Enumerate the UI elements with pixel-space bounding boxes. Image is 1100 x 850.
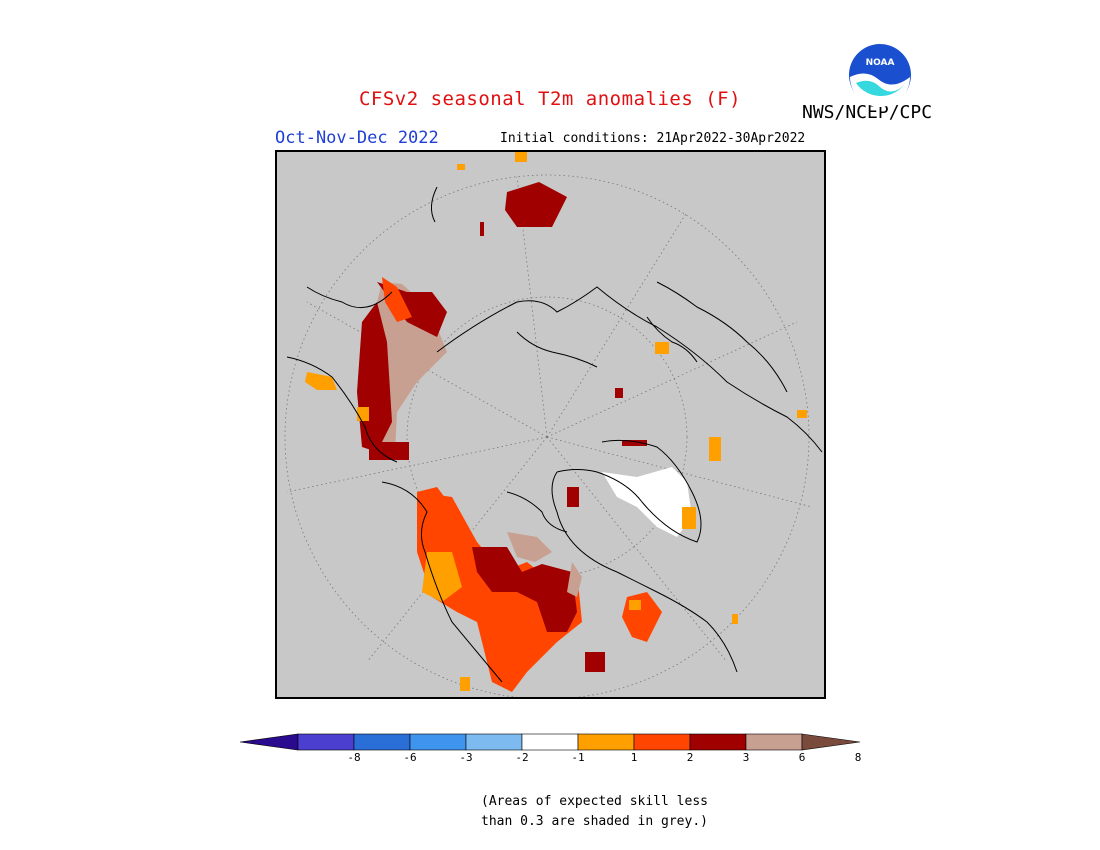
skill-note: (Areas of expected skill less than 0.3 a… [481,792,708,832]
colorbar-segment [633,733,691,751]
colorbar-tick-label: 6 [798,751,806,764]
coastlines [286,186,823,683]
season-label: Oct-Nov-Dec 2022 [275,128,439,148]
colorbar-tick-label: 1 [630,751,638,764]
colorbar [239,733,862,755]
skill-note-line1: (Areas of expected skill less [481,794,708,809]
anomaly-regions [305,152,807,692]
latitude-circle [406,296,688,578]
agency-label: NWS/NCEP/CPC [802,102,933,123]
colorbar-segment [297,733,355,751]
initial-conditions-label: Initial conditions: 21Apr2022-30Apr2022 [500,131,806,146]
colorbar-tick-label: 8 [854,751,862,764]
colorbar-tick-label: -3 [459,751,473,764]
colorbar-segment [353,733,411,751]
colorbar-tick-label: -1 [571,751,585,764]
noaa-logo-icon: NOAA [848,43,912,107]
colorbar-tick-label: 3 [742,751,750,764]
colorbar-low-arrow [239,733,299,751]
colorbar-segment [745,733,803,751]
title-text: CFSv2 seasonal T2m anomalies (F) [358,88,742,110]
chart-title: CFSv2 seasonal T2m anomalies (F) [0,88,1100,110]
colorbar-tick-label: 2 [686,751,694,764]
colorbar-segment [465,733,523,751]
colorbar-segment [521,733,579,751]
colorbar-tick-label: -8 [347,751,361,764]
skill-note-line2: than 0.3 are shaded in grey.) [481,814,708,829]
colorbar-segment [409,733,467,751]
colorbar-high-arrow [801,733,861,751]
colorbar-segment [577,733,635,751]
colorbar-segment [689,733,747,751]
colorbar-tick-label: -6 [403,751,417,764]
colorbar-tick-label: -2 [515,751,529,764]
logo-text: NOAA [866,58,895,68]
polar-map [275,150,826,699]
